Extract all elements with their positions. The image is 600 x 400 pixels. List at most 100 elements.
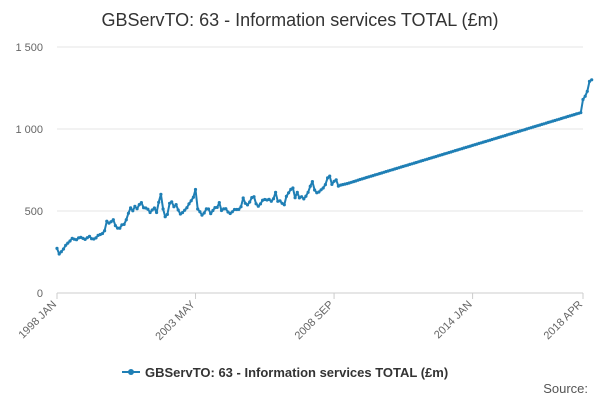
data-point[interactable] (252, 195, 256, 199)
data-point[interactable] (211, 208, 215, 213)
data-point[interactable] (66, 241, 70, 245)
data-point[interactable] (239, 205, 243, 209)
data-point[interactable] (94, 236, 98, 240)
data-point[interactable] (202, 211, 206, 215)
data-point[interactable] (224, 207, 228, 211)
data-point[interactable] (323, 183, 327, 187)
data-point[interactable] (321, 186, 325, 190)
data-point[interactable] (282, 203, 286, 207)
data-point[interactable] (215, 205, 219, 209)
data-point[interactable] (59, 250, 63, 254)
data-point[interactable] (232, 207, 237, 212)
data-point[interactable] (133, 204, 137, 208)
data-point[interactable] (185, 206, 189, 210)
data-point[interactable] (61, 247, 66, 251)
data-point[interactable] (254, 202, 258, 206)
data-point[interactable] (302, 197, 306, 201)
data-point[interactable] (150, 208, 154, 212)
data-point[interactable] (293, 196, 297, 200)
data-point[interactable] (64, 243, 68, 247)
data-point[interactable] (304, 194, 308, 198)
data-point[interactable] (295, 190, 299, 194)
data-point[interactable] (129, 206, 133, 210)
data-point[interactable] (243, 201, 247, 205)
data-point[interactable] (579, 111, 583, 115)
data-point[interactable] (590, 78, 594, 82)
data-point[interactable] (308, 184, 312, 188)
data-point[interactable] (217, 201, 221, 205)
data-point[interactable] (146, 207, 150, 211)
data-point[interactable] (174, 203, 178, 207)
data-point[interactable] (198, 210, 202, 214)
data-point[interactable] (581, 97, 585, 102)
data-point[interactable] (258, 202, 263, 206)
data-point[interactable] (209, 212, 213, 216)
data-point[interactable] (206, 207, 211, 211)
data-point[interactable] (245, 203, 250, 207)
data-point[interactable] (334, 178, 338, 182)
data-point[interactable] (103, 229, 107, 233)
data-point[interactable] (159, 192, 163, 196)
data-point[interactable] (55, 246, 59, 250)
data-point[interactable] (267, 197, 271, 201)
data-point[interactable] (111, 218, 115, 222)
data-point[interactable] (330, 182, 334, 186)
data-point[interactable] (256, 204, 260, 208)
data-point[interactable] (118, 226, 122, 230)
data-point[interactable] (241, 196, 245, 200)
data-point[interactable] (135, 207, 139, 211)
data-point[interactable] (189, 199, 193, 203)
data-point[interactable] (68, 239, 72, 243)
data-point[interactable] (163, 215, 167, 219)
data-point[interactable] (74, 238, 79, 242)
data-point[interactable] (57, 252, 61, 256)
data-point[interactable] (583, 94, 587, 98)
data-point[interactable] (176, 208, 180, 212)
data-point[interactable] (291, 186, 295, 190)
data-point[interactable] (200, 213, 204, 217)
data-point[interactable] (83, 237, 87, 241)
data-point[interactable] (317, 190, 321, 194)
data-point[interactable] (124, 218, 128, 222)
data-point[interactable] (137, 203, 141, 207)
data-point[interactable] (310, 180, 314, 184)
data-point[interactable] (161, 207, 165, 211)
data-point[interactable] (306, 190, 310, 194)
data-point[interactable] (287, 191, 291, 195)
data-point[interactable] (219, 208, 224, 213)
data-point[interactable] (155, 210, 159, 215)
data-point[interactable] (122, 222, 126, 226)
data-point[interactable] (587, 79, 592, 83)
data-point[interactable] (183, 208, 187, 212)
data-point[interactable] (585, 89, 589, 93)
data-point[interactable] (196, 207, 200, 211)
data-point[interactable] (165, 212, 169, 216)
data-point[interactable] (139, 201, 143, 205)
data-point[interactable] (152, 206, 156, 210)
data-point[interactable] (187, 202, 191, 206)
data-point[interactable] (113, 224, 117, 228)
data-point[interactable] (237, 207, 241, 211)
data-point[interactable] (328, 174, 332, 178)
data-point[interactable] (148, 210, 152, 215)
data-point[interactable] (193, 187, 198, 192)
data-point[interactable] (170, 200, 174, 204)
data-point[interactable] (126, 211, 130, 215)
data-point[interactable] (271, 197, 276, 201)
data-point[interactable] (313, 188, 317, 192)
data-point[interactable] (105, 219, 109, 223)
data-point[interactable] (326, 176, 330, 180)
data-point[interactable] (230, 210, 234, 214)
data-point[interactable] (100, 231, 105, 236)
data-point[interactable] (131, 209, 135, 213)
data-point[interactable] (284, 194, 288, 198)
data-point[interactable] (300, 195, 304, 199)
data-point[interactable] (248, 200, 252, 204)
data-point[interactable] (172, 205, 176, 209)
data-point[interactable] (191, 195, 195, 199)
data-point[interactable] (109, 220, 113, 224)
data-point[interactable] (157, 200, 161, 204)
data-point[interactable] (87, 234, 92, 238)
data-point[interactable] (180, 211, 185, 215)
data-point[interactable] (278, 199, 282, 203)
